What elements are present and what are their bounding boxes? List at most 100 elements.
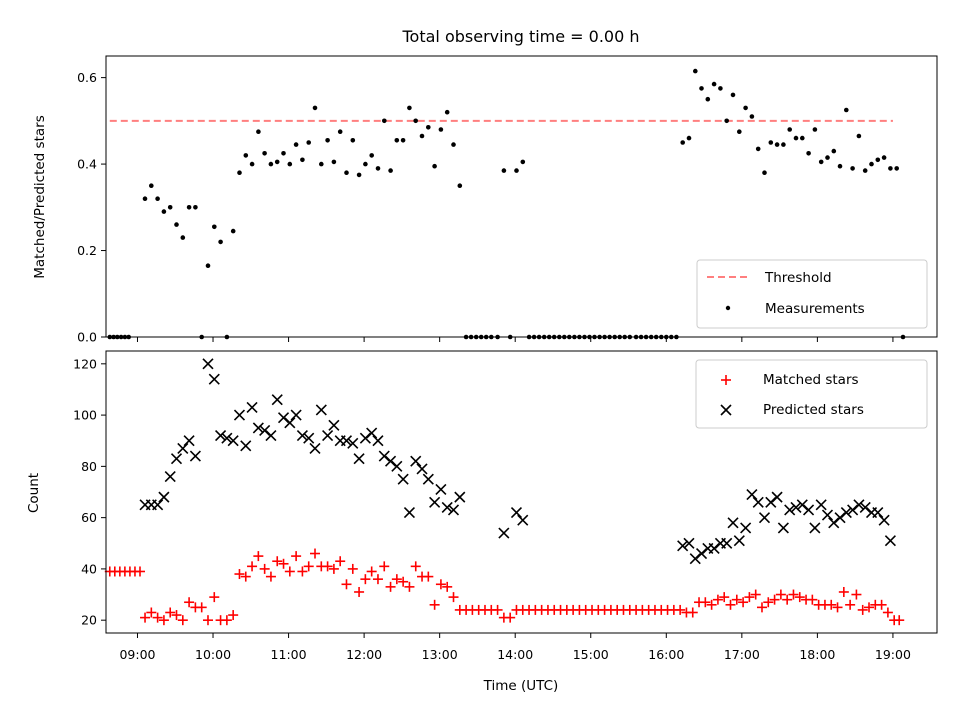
predicted-star-marker [391,460,403,472]
top-markers [107,68,906,340]
measurement-point [818,159,824,165]
measurement-point [862,168,868,173]
measurement-point [237,170,242,175]
measurement-point [350,138,356,143]
matched-star-marker [435,579,446,590]
measurement-point [800,135,805,141]
measurement-point [281,151,286,156]
predicted-star-marker [277,412,290,424]
predicted-star-marker [840,506,852,519]
matched-star-marker [228,610,239,621]
matched-star-marker [310,548,321,559]
predicted-star-marker [416,463,428,475]
measurement-point [705,96,711,102]
top-y-tick-label: 0.4 [77,157,97,172]
measurement-point [850,166,855,171]
matched-star-marker [442,581,453,592]
measurement-point [356,172,362,178]
measurement-point [693,68,698,74]
measurement-point [331,159,337,165]
matched-star-marker [196,602,207,613]
top-y-tick-label: 0.0 [77,330,97,345]
legend-matched-swatch [721,375,731,385]
predicted-star-marker [727,517,739,529]
measurement-point [730,92,736,98]
top-y-tick-label: 0.6 [77,70,97,85]
predicted-star-marker [152,499,164,511]
matched-star-marker [347,563,358,574]
predicted-star-marker [847,504,859,516]
matched-star-marker [146,607,157,618]
measurement-point [274,159,280,165]
measurement-point [325,138,330,143]
bottom-legend-box [695,359,928,429]
predicted-star-marker [834,512,846,524]
matched-star-marker [278,558,289,569]
predicted-star-marker [378,450,390,462]
predicted-star-marker [422,473,434,485]
matched-star-marker [826,599,837,610]
matched-star-marker [769,594,780,605]
predicted-star-marker [878,514,890,526]
matched-star-marker [247,561,258,572]
matched-star-marker [379,561,390,572]
predicted-star-marker [221,432,233,444]
predicted-star-marker [517,514,529,526]
predicted-star-marker [202,358,214,370]
top-legend: Threshold Measurements [696,259,928,329]
measurement-point [755,146,761,152]
bottom-markers [104,358,905,626]
predicted-star-marker [435,483,447,496]
bottom-legend: Matched stars Predicted stars [695,359,928,429]
measurement-point [837,163,843,169]
matched-star-marker [366,566,377,577]
measurement-point [300,157,305,163]
measurement-point [737,129,742,134]
measurement-point [268,161,274,167]
measurement-point [363,161,368,167]
top-panel: Total observing time = 0.00 h 0.00.20.40… [32,27,938,345]
predicted-star-marker [790,501,802,513]
predicted-star-marker [447,504,460,516]
measurement-point [394,138,400,143]
measurement-point [457,183,463,188]
measurement-point [432,163,437,169]
measurement-point [438,127,444,132]
predicted-star-marker [765,496,777,508]
matched-star-marker [391,574,402,585]
predicted-star-marker [246,401,258,413]
predicted-star-marker [771,491,783,503]
predicted-star-marker [208,373,220,385]
predicted-star-marker [746,488,758,501]
legend-predicted-label: Predicted stars [763,402,864,418]
measurement-point [888,166,893,171]
matched-star-marker [354,586,365,597]
matched-star-marker [322,561,333,572]
legend-measurements-label: Measurements [765,301,865,317]
predicted-star-marker [429,496,441,508]
measurement-point [825,155,830,160]
measurement-point [312,105,318,111]
matched-star-marker [259,563,270,574]
x-axis-label: Time (UTC) [483,678,559,694]
predicted-star-marker [290,409,302,421]
x-tick-label: 09:00 [119,647,155,662]
predicted-star-marker [340,435,353,447]
measurement-point [419,133,425,139]
matched-star-marker [165,607,176,618]
measurement-point [186,205,192,210]
predicted-star-marker [271,394,283,406]
measurement-point [218,239,223,245]
matched-star-marker [750,589,761,600]
measurement-point [762,170,767,175]
measurement-point [743,105,748,111]
predicted-star-marker [265,430,277,442]
x-tick-label: 14:00 [497,647,533,662]
measurement-point [205,263,211,269]
predicted-star-marker [441,501,453,513]
matched-star-marker [221,615,232,626]
measurement-point [306,140,312,145]
measurement-point [369,153,375,158]
matched-star-marker [385,581,396,592]
measurement-point [856,133,862,139]
